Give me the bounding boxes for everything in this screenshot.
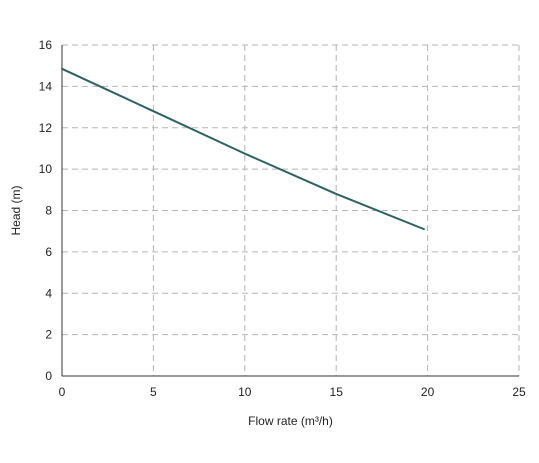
x-tick-label: 5 bbox=[150, 385, 157, 399]
series-line bbox=[61, 67, 425, 231]
x-tick-label: 20 bbox=[421, 385, 435, 399]
y-axis-title: Head (m) bbox=[9, 185, 23, 235]
x-axis-title: Flow rate (m³/h) bbox=[248, 414, 333, 428]
series bbox=[61, 67, 425, 231]
x-tick-label: 10 bbox=[238, 385, 252, 399]
x-tick-label: 25 bbox=[512, 385, 526, 399]
tick-labels: 0 5 10 15 20 25 0 2 4 6 8 10 12 14 16 bbox=[39, 38, 526, 399]
y-tick-label: 2 bbox=[45, 328, 52, 342]
y-tick-label: 0 bbox=[45, 369, 52, 383]
x-tick-label: 15 bbox=[330, 385, 344, 399]
y-tick-label: 10 bbox=[39, 162, 53, 176]
axes bbox=[61, 45, 519, 377]
grid bbox=[61, 44, 520, 377]
y-tick-label: 12 bbox=[39, 121, 53, 135]
x-tick-label: 0 bbox=[59, 385, 66, 399]
y-tick-label: 6 bbox=[45, 245, 52, 259]
y-tick-label: 16 bbox=[39, 38, 53, 52]
y-tick-label: 4 bbox=[45, 286, 52, 300]
y-tick-label: 14 bbox=[39, 79, 53, 93]
y-tick-label: 8 bbox=[45, 204, 52, 218]
